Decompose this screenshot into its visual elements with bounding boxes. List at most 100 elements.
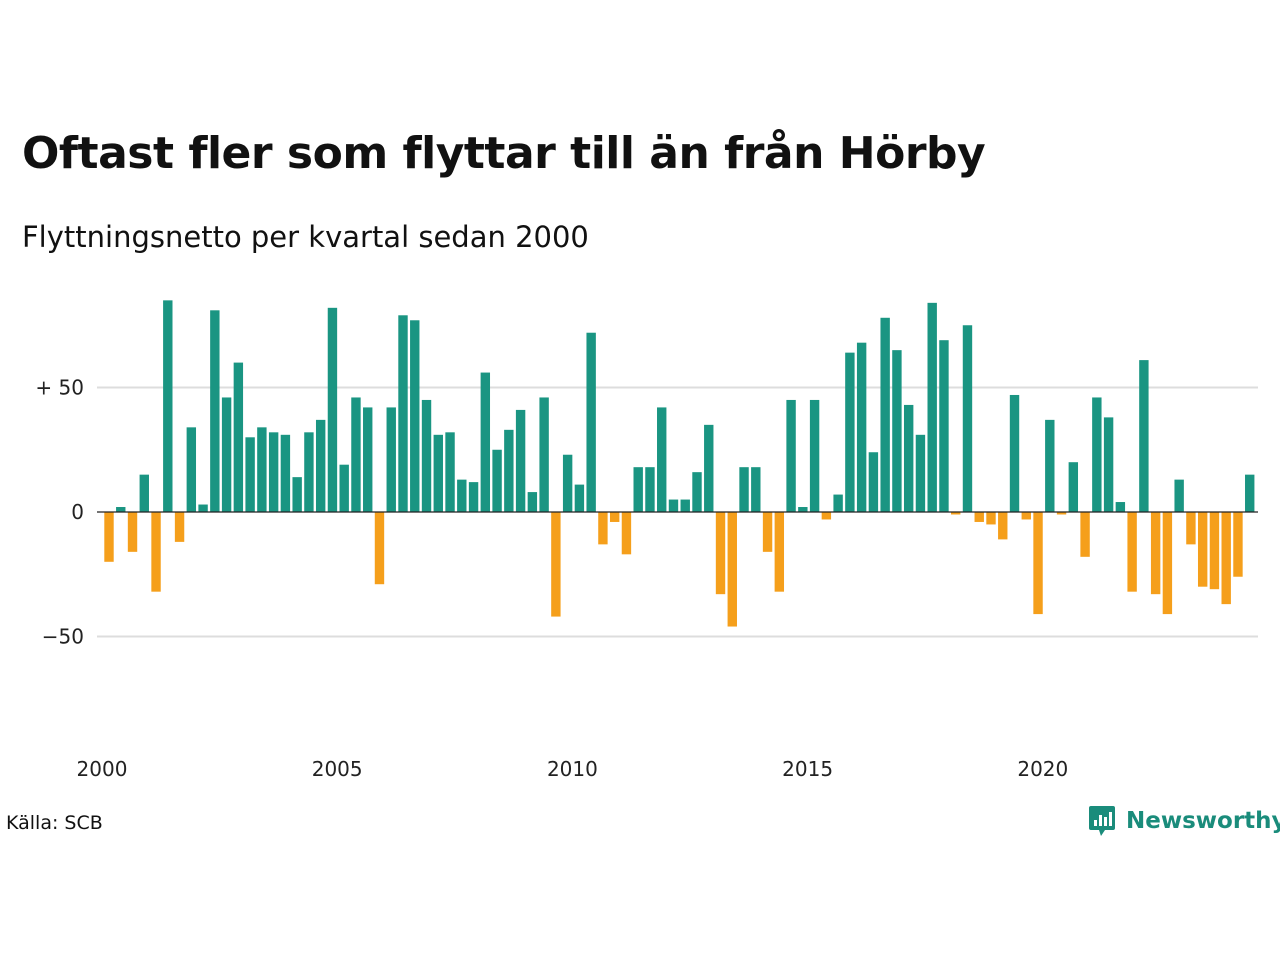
bar bbox=[257, 427, 267, 512]
bar bbox=[786, 399, 796, 512]
bar bbox=[574, 484, 585, 512]
bar bbox=[421, 399, 432, 512]
bar bbox=[927, 302, 937, 512]
brand-logo[interactable]: Newsworthy bbox=[1088, 804, 1280, 838]
chart-subtitle: Flyttningsnetto per kvartal sedan 2000 bbox=[22, 220, 589, 254]
bar bbox=[292, 477, 302, 512]
chart-title: Oftast fler som flyttar till än från Hör… bbox=[22, 128, 986, 179]
bars bbox=[104, 300, 1255, 627]
y-tick-label: + 50 bbox=[35, 376, 84, 400]
bar bbox=[951, 512, 961, 515]
x-tick-label: 2010 bbox=[547, 757, 598, 781]
bar bbox=[633, 467, 643, 512]
bar bbox=[163, 300, 173, 512]
bar bbox=[210, 310, 220, 512]
bar bbox=[1174, 479, 1184, 512]
bar bbox=[315, 419, 326, 512]
bar bbox=[363, 407, 373, 512]
bar bbox=[139, 474, 149, 512]
bar bbox=[621, 512, 632, 555]
bar bbox=[856, 342, 867, 512]
bar bbox=[880, 317, 890, 512]
bar bbox=[598, 512, 608, 545]
bar bbox=[151, 512, 161, 592]
bar bbox=[762, 512, 773, 552]
bar bbox=[609, 512, 620, 522]
bar bbox=[939, 340, 949, 512]
bar bbox=[104, 512, 114, 562]
bar bbox=[1092, 397, 1102, 512]
y-tick-label: 0 bbox=[71, 500, 84, 524]
bar bbox=[727, 512, 737, 627]
newsworthy-logo-icon bbox=[1089, 806, 1115, 836]
bar bbox=[704, 424, 714, 512]
bar bbox=[1150, 512, 1161, 595]
bar bbox=[504, 429, 514, 512]
x-tick-label: 2000 bbox=[77, 757, 128, 781]
bar bbox=[739, 467, 749, 512]
bar bbox=[715, 512, 726, 595]
bar bbox=[562, 454, 573, 512]
bar bbox=[833, 494, 843, 512]
bar bbox=[751, 467, 761, 512]
bar bbox=[1186, 512, 1196, 545]
bar bbox=[1139, 360, 1149, 512]
bar bbox=[798, 507, 808, 512]
bar bbox=[845, 352, 855, 512]
bar bbox=[1115, 502, 1126, 512]
bar bbox=[398, 315, 408, 512]
bar bbox=[974, 512, 984, 522]
x-tick-label: 2005 bbox=[312, 757, 363, 781]
bar bbox=[374, 512, 385, 585]
gridlines bbox=[97, 386, 1258, 638]
bar bbox=[386, 407, 396, 512]
bar bbox=[1233, 512, 1243, 577]
y-tick-label: −50 bbox=[42, 625, 84, 649]
bar bbox=[515, 409, 526, 512]
bar bbox=[1009, 394, 1020, 512]
bar bbox=[1021, 512, 1031, 520]
bar bbox=[127, 512, 138, 552]
bar bbox=[692, 472, 702, 512]
bar bbox=[339, 464, 349, 512]
bar bbox=[221, 397, 232, 512]
bar bbox=[445, 432, 455, 512]
bar bbox=[351, 397, 361, 512]
bar bbox=[433, 434, 443, 512]
bar bbox=[868, 452, 879, 512]
x-tick-label: 2015 bbox=[782, 757, 833, 781]
y-axis-labels: + 50 0 −50 bbox=[35, 376, 84, 649]
x-tick-label: 2020 bbox=[1017, 757, 1068, 781]
bar bbox=[280, 434, 291, 512]
bar bbox=[1033, 512, 1043, 615]
bar bbox=[245, 437, 255, 512]
bar bbox=[186, 427, 197, 512]
bar bbox=[1103, 417, 1114, 512]
bar bbox=[998, 512, 1008, 540]
bar bbox=[1045, 419, 1055, 512]
bar bbox=[551, 512, 561, 617]
bar bbox=[268, 432, 279, 512]
bar bbox=[1056, 512, 1067, 515]
bar bbox=[198, 504, 208, 512]
bar bbox=[410, 320, 420, 512]
bar bbox=[645, 467, 655, 512]
bar bbox=[1068, 462, 1079, 512]
bar bbox=[809, 399, 820, 512]
bar bbox=[1162, 512, 1173, 615]
bar bbox=[233, 362, 244, 512]
bar bbox=[915, 434, 926, 512]
bar bbox=[586, 332, 596, 512]
bar bbox=[1127, 512, 1137, 592]
bar bbox=[1209, 512, 1220, 590]
x-axis-labels: 2000 2005 2010 2015 2020 bbox=[77, 757, 1069, 781]
bar bbox=[657, 407, 667, 512]
bar bbox=[539, 397, 549, 512]
bar bbox=[457, 479, 467, 512]
source-label: Källa: SCB bbox=[6, 812, 103, 834]
bar bbox=[468, 482, 479, 512]
bar bbox=[903, 404, 914, 512]
bar bbox=[892, 350, 902, 512]
bar bbox=[1197, 512, 1208, 587]
